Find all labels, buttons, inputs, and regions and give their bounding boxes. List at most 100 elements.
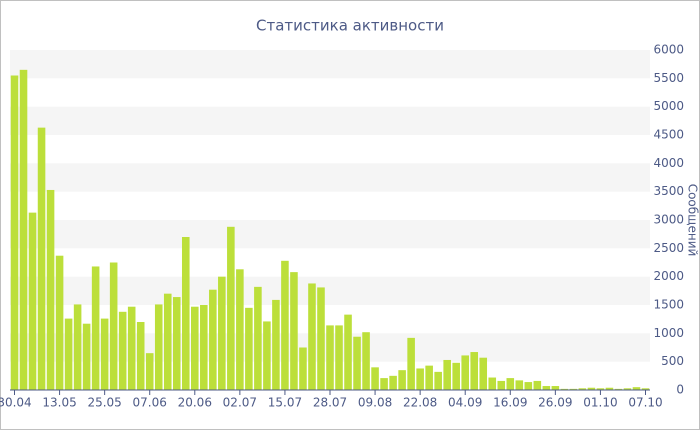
bar (515, 380, 524, 390)
bar (398, 370, 406, 390)
bar (218, 276, 226, 390)
bar (443, 359, 451, 390)
bar (380, 378, 388, 390)
bar (28, 212, 37, 390)
bar (290, 272, 298, 390)
bar (551, 386, 560, 390)
y-tick-label: 3500 (653, 184, 684, 198)
bar (145, 353, 154, 390)
x-tick-label: 07.10 (628, 396, 662, 410)
bar (542, 386, 551, 390)
bar (569, 388, 578, 390)
bar (82, 323, 91, 390)
grid-band (10, 50, 650, 79)
bar (127, 306, 136, 390)
bar (109, 262, 118, 390)
bar (163, 293, 172, 390)
y-tick-label: 0 (676, 383, 684, 397)
y-tick-label: 4000 (653, 156, 684, 170)
bar (10, 75, 19, 390)
bar (19, 69, 28, 390)
bar (479, 357, 488, 390)
bar (64, 318, 73, 390)
bar (416, 368, 424, 390)
bar (362, 332, 370, 390)
bar (623, 388, 632, 390)
x-tick-label: 13.05 (42, 396, 76, 410)
bar (55, 255, 64, 390)
bar (353, 336, 361, 390)
y-tick-label: 1500 (653, 298, 684, 312)
x-tick-label: 28.07 (313, 396, 347, 410)
x-tick-label: 25.05 (87, 396, 121, 410)
x-tick-label: 04.09 (448, 396, 482, 410)
bar (91, 266, 100, 390)
bar (73, 304, 82, 390)
x-tick-label: 15.07 (268, 396, 302, 410)
y-tick-label: 1000 (653, 326, 684, 340)
bar (181, 237, 190, 390)
bar (263, 321, 271, 390)
y-tick-label: 2000 (653, 269, 684, 283)
bar (254, 286, 262, 390)
bar (578, 388, 587, 390)
bar (524, 382, 533, 390)
grid-band (10, 163, 650, 192)
y-tick-label: 500 (661, 354, 684, 368)
bar (118, 311, 127, 390)
x-tick-label: 16.09 (493, 396, 527, 410)
bar (470, 352, 479, 390)
bar (407, 337, 415, 390)
bar (191, 306, 199, 390)
chart-title: Статистика активности (256, 17, 444, 35)
y-axis-label: Сообщений (686, 184, 700, 257)
bar (299, 347, 307, 390)
bar (614, 388, 623, 390)
bar (326, 325, 334, 390)
grid-band (10, 106, 650, 135)
grid-band (10, 276, 650, 305)
bar (452, 362, 460, 390)
y-tick-label: 5000 (653, 99, 684, 113)
x-tick-label: 26.09 (538, 396, 572, 410)
bar (389, 375, 397, 390)
bar (533, 380, 542, 390)
bar (641, 388, 650, 390)
bar (335, 325, 343, 390)
bar (200, 305, 208, 390)
bar (488, 377, 497, 390)
bar (136, 322, 145, 390)
bar (154, 304, 163, 390)
y-tick-label: 4500 (653, 128, 684, 142)
bar (596, 388, 605, 390)
x-tick-label: 30.04 (0, 396, 32, 410)
bar (46, 189, 55, 390)
bar (506, 378, 515, 390)
bar (434, 371, 442, 390)
bar (425, 365, 433, 390)
grid-band (10, 220, 650, 249)
x-tick-label: 01.10 (583, 396, 617, 410)
y-tick-label: 6000 (653, 43, 684, 57)
bar (587, 387, 596, 390)
bar (497, 380, 506, 390)
bar (37, 127, 46, 390)
bar (317, 287, 325, 390)
bar (344, 314, 352, 390)
x-tick-label: 09.08 (358, 396, 392, 410)
y-tick-label: 3000 (653, 213, 684, 227)
bar (308, 283, 316, 390)
bar (272, 299, 280, 390)
bar (281, 260, 289, 390)
bar (605, 387, 614, 390)
x-tick-label: 02.07 (223, 396, 257, 410)
bar (209, 289, 217, 390)
bar (632, 387, 641, 390)
x-tick-label: 20.06 (178, 396, 212, 410)
bar (245, 307, 253, 390)
bar (461, 355, 469, 390)
bar (227, 226, 235, 390)
bar (172, 297, 181, 390)
y-tick-label: 5500 (653, 71, 684, 85)
